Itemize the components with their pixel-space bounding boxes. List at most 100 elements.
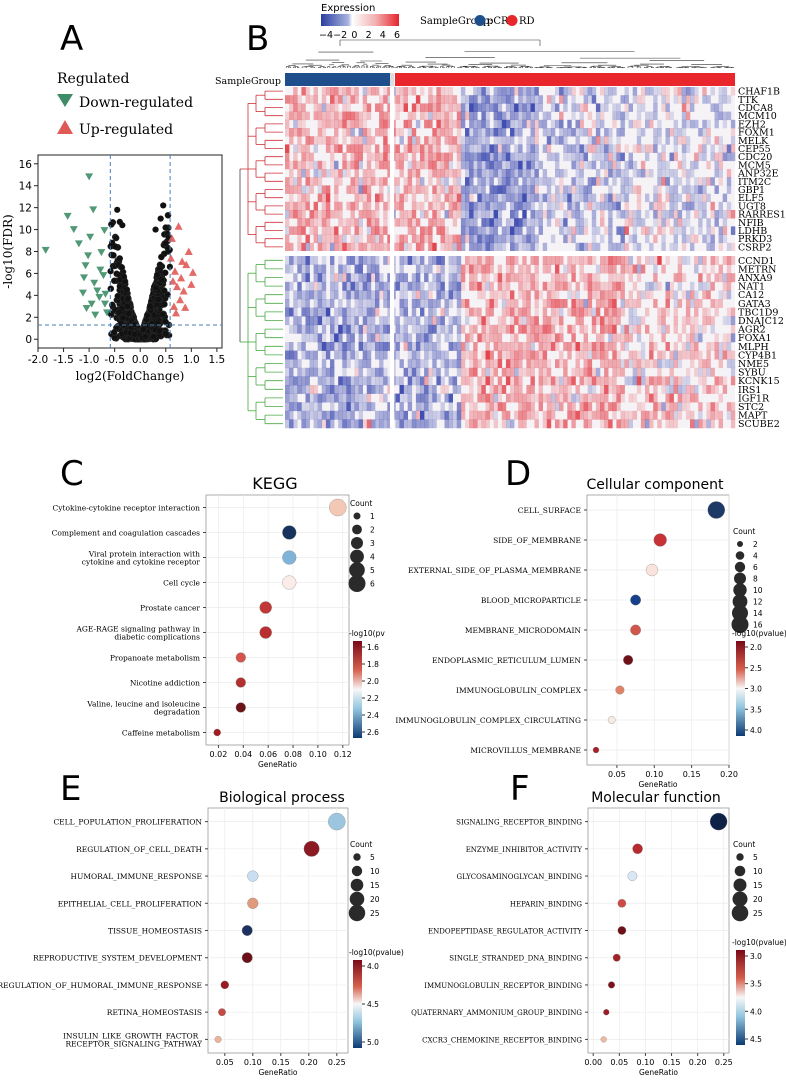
heatmap-cell bbox=[522, 210, 527, 219]
heatmap-cell bbox=[436, 210, 441, 219]
heatmap-cell bbox=[542, 324, 548, 334]
heatmap-cell bbox=[354, 324, 359, 334]
rd-legend-dot bbox=[506, 15, 518, 26]
heatmap-cell bbox=[510, 160, 515, 170]
heatmap-cell bbox=[321, 234, 327, 244]
pcr-group-bar bbox=[285, 73, 390, 86]
heatmap-cell bbox=[710, 242, 715, 252]
heatmap-cell bbox=[546, 201, 552, 211]
heatmap-cell bbox=[395, 350, 400, 360]
heatmap-cell bbox=[456, 402, 462, 412]
heatmap-cell bbox=[514, 234, 519, 244]
heatmap-cell bbox=[567, 226, 572, 235]
heatmap-cell bbox=[460, 119, 466, 129]
heatmap-cell bbox=[657, 128, 662, 137]
heatmap-cell bbox=[346, 103, 351, 112]
heatmap-cell bbox=[587, 160, 593, 170]
heatmap-cell bbox=[411, 359, 417, 369]
heatmap-cell bbox=[285, 242, 290, 252]
heatmap-cell bbox=[362, 402, 368, 412]
heatmap-cell bbox=[293, 402, 298, 412]
heatmap-cell bbox=[436, 367, 441, 377]
heatmap-cell bbox=[604, 281, 609, 291]
heatmap-cell bbox=[436, 264, 441, 274]
heatmap-cell bbox=[285, 210, 290, 219]
heatmap-cell bbox=[702, 264, 707, 274]
heatmap-cell bbox=[608, 316, 613, 326]
heatmap-cell bbox=[685, 169, 691, 178]
heatmap-cell bbox=[661, 385, 666, 394]
heatmap-cell bbox=[722, 193, 728, 203]
heatmap-cell bbox=[285, 350, 290, 360]
heatmap-cell bbox=[293, 177, 298, 186]
heatmap-cell bbox=[317, 210, 323, 219]
heatmap-cell bbox=[305, 234, 310, 244]
heatmap-cell bbox=[698, 177, 703, 186]
heatmap-cell bbox=[657, 359, 662, 369]
heatmap-cell bbox=[673, 234, 678, 244]
heatmap-cell bbox=[559, 324, 564, 334]
heatmap-cell bbox=[489, 256, 494, 265]
heatmap-cell bbox=[608, 201, 613, 211]
heatmap-cell bbox=[424, 367, 429, 377]
heatmap-cell bbox=[616, 350, 621, 360]
heatmap-cell bbox=[415, 234, 421, 244]
heatmap-cell bbox=[718, 201, 723, 211]
heatmap-cell bbox=[330, 226, 335, 235]
heatmap-cell bbox=[338, 376, 343, 386]
heatmap-cell bbox=[465, 299, 470, 308]
heatmap-cell bbox=[681, 226, 687, 235]
volcano-y-tick-label: 0 bbox=[25, 334, 32, 346]
heatmap-cell bbox=[550, 136, 556, 145]
heatmap-cell bbox=[346, 273, 351, 283]
ns-point bbox=[110, 251, 117, 259]
heatmap-cell bbox=[313, 281, 318, 291]
heatmap-cell bbox=[587, 367, 593, 377]
heatmap-cell bbox=[694, 299, 699, 308]
heatmap-cell bbox=[640, 359, 646, 369]
heatmap-cell bbox=[354, 160, 359, 170]
heatmap-cell bbox=[342, 367, 347, 377]
heatmap-cell bbox=[579, 342, 584, 351]
heatmap-cell bbox=[579, 393, 584, 403]
heatmap-cell bbox=[714, 256, 719, 265]
heatmap-cell bbox=[706, 385, 711, 394]
heatmap-cell bbox=[460, 242, 466, 252]
heatmap-cell bbox=[710, 144, 715, 153]
panel-letter-a: A bbox=[60, 19, 83, 59]
heatmap-cell bbox=[497, 242, 503, 252]
heatmap-cell bbox=[665, 342, 670, 351]
ns-point bbox=[115, 308, 123, 316]
heatmap-cell bbox=[608, 324, 613, 334]
heatmap-cell bbox=[346, 160, 351, 170]
heatmap-cell bbox=[403, 152, 408, 162]
heatmap-cell bbox=[718, 393, 723, 403]
heatmap-cell bbox=[710, 256, 715, 265]
heatmap-cell bbox=[415, 359, 421, 369]
heatmap-cell bbox=[665, 160, 670, 170]
heatmap-cell bbox=[440, 324, 445, 334]
heatmap-cell bbox=[636, 273, 642, 283]
heatmap-cell bbox=[346, 144, 351, 153]
heatmap-cell bbox=[469, 367, 474, 377]
heatmap-cell bbox=[587, 242, 593, 252]
heatmap-cell bbox=[354, 393, 359, 403]
heatmap-cell bbox=[346, 264, 351, 274]
heatmap-cell bbox=[403, 385, 408, 394]
heatmap-cell bbox=[681, 218, 687, 227]
heatmap-cell bbox=[346, 316, 351, 326]
panel-letter-b: B bbox=[246, 19, 269, 59]
heatmap-cell bbox=[350, 242, 355, 252]
heatmap-cell bbox=[289, 177, 294, 186]
heatmap-cell bbox=[505, 256, 511, 265]
heatmap-cell bbox=[375, 367, 380, 377]
heatmap-cell bbox=[563, 103, 568, 112]
heatmap-cell bbox=[665, 256, 670, 265]
heatmap-cell bbox=[313, 316, 318, 326]
heatmap-cell bbox=[726, 350, 732, 360]
heatmap-cell bbox=[726, 316, 732, 326]
heatmap-cell bbox=[358, 242, 363, 252]
heatmap-cell bbox=[718, 242, 723, 252]
heatmap-cell bbox=[456, 128, 462, 137]
heatmap-cell bbox=[653, 264, 658, 274]
